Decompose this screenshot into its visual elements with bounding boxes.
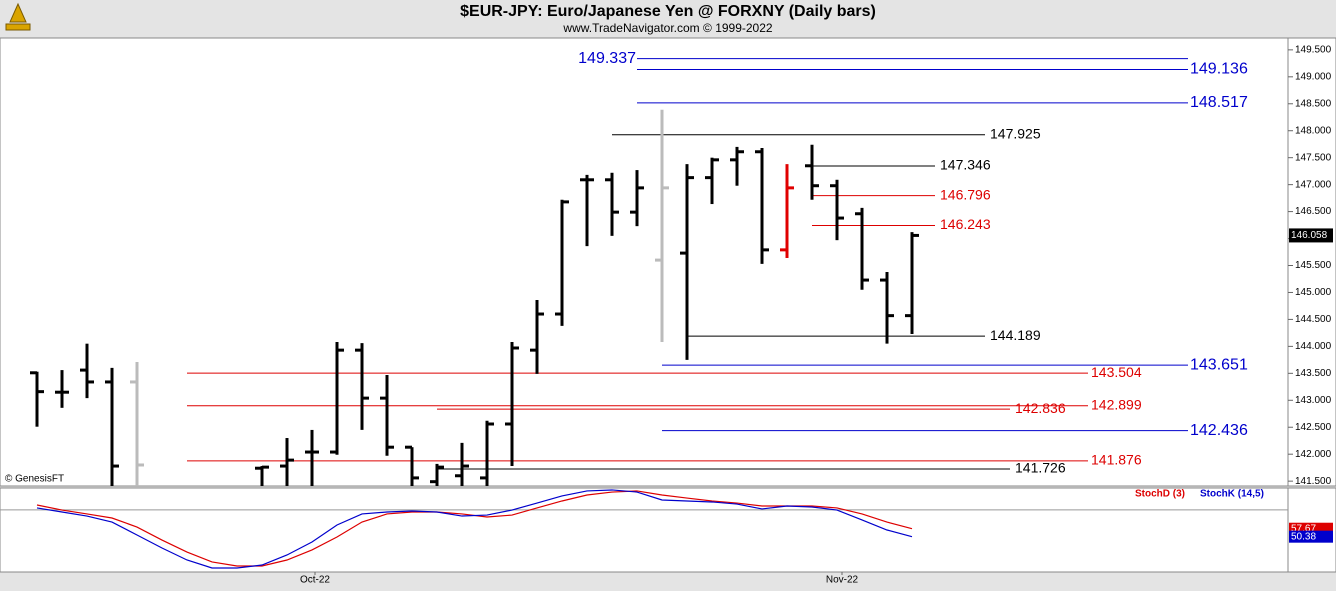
y-tick-label: 148.500	[1295, 98, 1332, 109]
y-tick-label: 149.500	[1295, 45, 1332, 56]
stoch-panel	[0, 487, 1289, 573]
level-label: 141.726	[1015, 460, 1066, 476]
level-label: 144.189	[990, 327, 1041, 343]
chart-title: $EUR-JPY: Euro/Japanese Yen @ FORXNY (Da…	[460, 3, 876, 20]
main-panel	[0, 37, 1289, 487]
y-tick-label: 143.500	[1295, 368, 1332, 379]
level-label: 142.436	[1190, 422, 1248, 439]
y-tick-label: 146.500	[1295, 206, 1332, 217]
level-label: 143.504	[1091, 364, 1142, 380]
legend-entry: StochD (3)	[1135, 489, 1185, 500]
level-label: 149.337	[578, 50, 636, 67]
level-label: 143.651	[1190, 356, 1248, 373]
y-tick-label: 147.500	[1295, 152, 1332, 163]
level-label: 147.925	[990, 125, 1041, 141]
stoch-line	[36, 489, 913, 569]
last-value: 57.67	[1291, 523, 1316, 534]
y-tick-label: 148.000	[1295, 125, 1332, 136]
level-label: 148.517	[1190, 94, 1248, 111]
stoch-plot	[0, 489, 1288, 569]
chart-subtitle: www.TradeNavigator.com © 1999-2022	[562, 21, 772, 35]
level-label: 146.243	[940, 216, 991, 232]
x-tick-label: Nov-22	[826, 575, 859, 586]
y-tick-label: 144.000	[1295, 341, 1332, 352]
last-price: 146.058	[1291, 230, 1328, 241]
level-label: 146.796	[940, 186, 991, 202]
y-tick-label: 142.500	[1295, 422, 1332, 433]
y-tick-label: 149.000	[1295, 71, 1332, 82]
price-axis	[1287, 37, 1336, 487]
legend-entry: StochK (14,5)	[1200, 489, 1264, 500]
last-value-box	[1289, 530, 1333, 543]
logo	[5, 2, 31, 31]
level-label: 142.899	[1091, 396, 1142, 412]
level-label: 141.876	[1091, 452, 1142, 468]
watermark: © GenesisFT	[5, 474, 64, 485]
y-tick-label: 144.500	[1295, 314, 1332, 325]
level-label: 142.836	[1015, 400, 1066, 416]
main-plot	[30, 58, 1188, 486]
y-tick-label: 145.500	[1295, 260, 1332, 271]
y-tick-label: 142.000	[1295, 449, 1332, 460]
overlay: 141.500 142.000 142.500 143.000 143.500 144.0…	[300, 45, 1333, 586]
y-tick-label: 141.500	[1295, 476, 1332, 487]
y-tick-label: 143.000	[1295, 395, 1332, 406]
level-label: 149.136	[1190, 61, 1248, 78]
level-label: 147.346	[940, 157, 991, 173]
x-tick-label: Oct-22	[300, 575, 330, 586]
last-value: 50.38	[1291, 531, 1316, 542]
y-tick-label: 147.000	[1295, 179, 1332, 190]
last-price-box	[1289, 228, 1333, 243]
y-tick-label: 145.000	[1295, 287, 1332, 298]
